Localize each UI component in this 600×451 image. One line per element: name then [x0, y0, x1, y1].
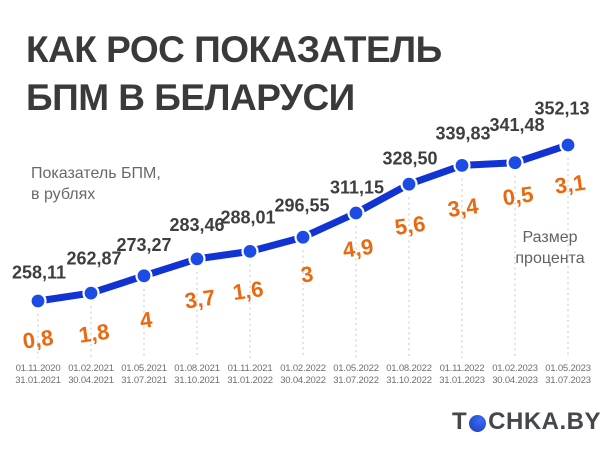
date-to: 31.01.2021 — [15, 374, 61, 386]
date-from: 01.02.2021 — [68, 363, 114, 374]
date-range-label: 01.11.2022 31.01.2023 — [439, 363, 485, 386]
date-range-label: 01.08.2022 31.10.2022 — [386, 363, 432, 386]
percent-series-caption: Размер процента — [515, 229, 585, 267]
date-to: 31.01.2022 — [227, 374, 273, 386]
ruble-value-label: 283,46 — [169, 215, 224, 235]
ruble-value-label: 328,50 — [382, 149, 437, 169]
date-to: 30.04.2022 — [280, 374, 326, 386]
date-range-label: 01.11.2020 31.01.2021 — [15, 363, 61, 386]
tochka-by-logo: T CHKA.BY — [452, 408, 600, 435]
date-range-label: 01.02.2021 30.04.2021 — [68, 363, 114, 386]
ruble-value-label: 296,55 — [274, 196, 329, 216]
data-point-marker — [453, 156, 471, 174]
data-point-marker — [135, 267, 153, 285]
date-from: 01.08.2021 — [174, 363, 220, 374]
date-from: 01.02.2022 — [280, 363, 326, 374]
date-from: 01.11.2022 — [439, 363, 485, 374]
date-to: 31.07.2023 — [545, 374, 591, 386]
date-to: 31.07.2022 — [333, 374, 379, 386]
date-to: 31.10.2021 — [174, 374, 220, 386]
percent-value-label: 3,4 — [446, 193, 481, 222]
date-range-label: 01.11.2021 31.01.2022 — [227, 363, 273, 386]
date-to: 31.10.2022 — [386, 374, 432, 386]
percent-value-label: 3,7 — [183, 285, 217, 314]
ruble-value-label: 352,13 — [534, 98, 589, 118]
date-range-label: 01.05.2021 31.07.2021 — [121, 363, 167, 386]
logo-letter-t: T — [452, 408, 468, 435]
data-point-marker — [400, 175, 418, 193]
page-title: КАК РОС ПОКАЗАТЕЛЬ БПМ В БЕЛАРУСИ — [26, 29, 442, 118]
percent-value-label: 0,5 — [501, 181, 535, 210]
ruble-value-label: 288,01 — [220, 208, 275, 228]
percent-value-label: 5,6 — [393, 211, 427, 240]
ruble-value-label: 341,48 — [489, 115, 544, 135]
percent-value-label: 0,8 — [21, 325, 55, 354]
date-from: 01.05.2023 — [545, 363, 591, 374]
tochka-dot-icon — [469, 414, 487, 432]
ruble-value-label: 273,27 — [116, 235, 171, 255]
date-from: 01.02.2023 — [492, 363, 538, 374]
data-point-marker — [29, 292, 47, 310]
data-point-marker — [347, 204, 365, 222]
percent-value-label: 3 — [299, 261, 315, 287]
date-range-label: 01.08.2021 31.10.2021 — [174, 363, 220, 386]
data-point-marker — [241, 242, 259, 260]
percent-value-label: 1,8 — [77, 319, 111, 348]
percent-value-label: 4 — [138, 307, 154, 334]
date-range-label: 01.05.2022 31.07.2022 — [333, 363, 379, 386]
percent-value-label: 4,9 — [341, 234, 375, 263]
date-from: 01.11.2021 — [227, 363, 273, 374]
data-point-marker — [82, 284, 100, 302]
date-range-label: 01.05.2023 31.07.2023 — [545, 363, 591, 386]
date-from: 01.08.2022 — [386, 363, 432, 374]
data-point-marker — [559, 136, 577, 154]
date-range-label: 01.02.2022 30.04.2022 — [280, 363, 326, 386]
percent-value-label: 3,1 — [553, 170, 587, 199]
date-from: 01.11.2020 — [15, 363, 61, 374]
logo-rest: CHKA.BY — [488, 408, 600, 435]
data-point-marker — [506, 154, 524, 172]
date-to: 31.07.2021 — [121, 374, 167, 386]
date-to: 30.04.2023 — [492, 374, 538, 386]
ruble-value-label: 258,11 — [12, 262, 66, 282]
date-to: 31.01.2023 — [439, 374, 485, 386]
percent-value-label: 1,6 — [231, 276, 265, 305]
rubles-series-caption: Показатель БПМ, в рублях — [31, 165, 161, 203]
date-range-label: 01.02.2023 30.04.2023 — [492, 363, 538, 386]
date-to: 30.04.2021 — [68, 374, 114, 386]
data-point-marker — [188, 250, 206, 268]
ruble-value-label: 339,83 — [435, 124, 490, 144]
ruble-value-label: 311,15 — [330, 177, 384, 197]
data-point-marker — [294, 228, 312, 246]
date-from: 01.05.2022 — [333, 363, 379, 374]
date-from: 01.05.2021 — [121, 363, 167, 374]
ruble-value-label: 262,87 — [66, 248, 121, 268]
